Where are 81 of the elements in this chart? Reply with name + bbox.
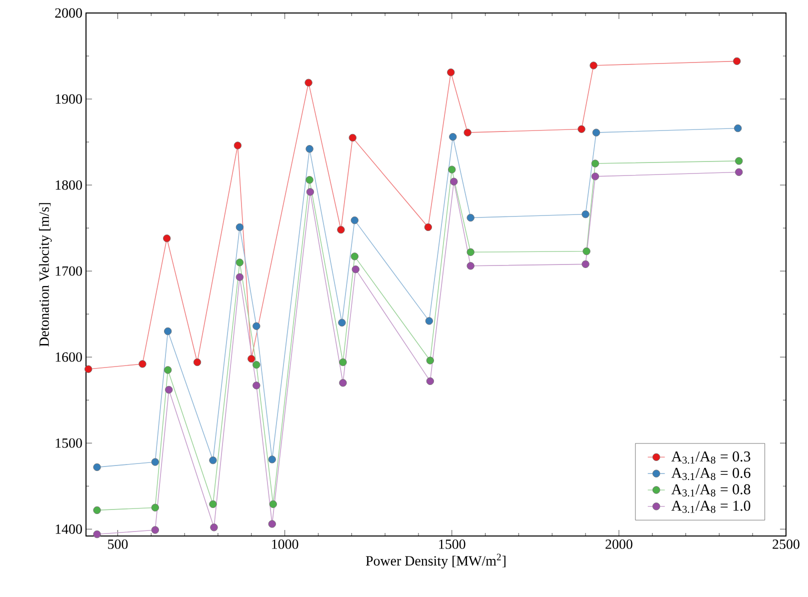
point [735,157,743,165]
point [151,458,160,466]
point [151,526,160,534]
y-tick-label: 1400 [56,524,82,534]
point [426,356,434,364]
point [426,377,434,386]
x-tick-label: 1500 [439,540,466,549]
point [734,124,742,132]
point [209,500,217,508]
point [425,317,434,325]
point [338,318,346,327]
point [304,78,312,87]
point [138,360,146,368]
x-tick-label: 500 [108,540,128,549]
point [252,360,260,369]
point [268,456,276,464]
point [165,386,173,394]
point [350,252,358,260]
x-tick-label: 1000 [272,540,298,549]
point [450,178,458,186]
point [348,134,356,142]
point [735,168,743,176]
point [236,258,244,266]
point [306,145,314,153]
y-tick-label: 1700 [56,266,82,276]
point [337,226,345,234]
point [733,57,741,66]
point [424,223,432,232]
point [93,506,101,514]
point [93,463,101,472]
y-tick-label: 1900 [56,94,82,104]
x-axis-title: Power Density [MW/m$^{2}$] [366,554,506,568]
point [269,500,277,508]
point [590,62,598,70]
y-tick-label: 1800 [56,180,82,190]
point [448,166,456,174]
point [306,188,314,196]
legend-label: A$_{3.1}$/A$_{8}$ = 1.0 [671,500,750,513]
point [93,530,101,538]
point [252,382,260,390]
point [339,379,347,387]
point [164,327,172,336]
y-tick-label: 1500 [56,438,82,448]
point [209,456,217,464]
point [466,248,474,256]
point [193,358,202,366]
point [234,142,242,150]
point [578,125,586,133]
point [236,273,244,281]
point [350,216,358,224]
x-tick-label: 2000 [606,540,632,549]
point [466,214,474,222]
point [466,262,474,270]
point [163,234,171,242]
point [592,128,600,136]
point [248,354,256,363]
point [84,365,92,373]
point [210,524,218,532]
x-tick-label: 2500 [772,540,800,549]
point [352,265,360,274]
point [464,128,472,136]
point [151,504,160,512]
point [339,358,347,366]
legend-label: A$_{3.1}$/A$_{8}$ = 0.3 [671,451,750,464]
y-tick-label: 1600 [56,352,82,362]
point [164,366,172,374]
point [591,160,600,168]
legend-label: A$_{3.1}$/A$_{8}$ = 0.6 [671,468,750,480]
point [447,68,455,76]
point [236,223,244,232]
point [306,176,314,184]
point [582,210,590,218]
point [591,172,600,180]
legend-label: A$_{3.1}$/A$_{8}$ = 0.8 [671,484,750,496]
point [252,322,260,330]
point [449,133,457,141]
point [582,247,590,256]
y-tick-label: 2000 [55,8,82,18]
point [268,520,276,528]
point [582,260,590,268]
y-axis-title: Detonation Velocity [m/s] [39,203,52,347]
